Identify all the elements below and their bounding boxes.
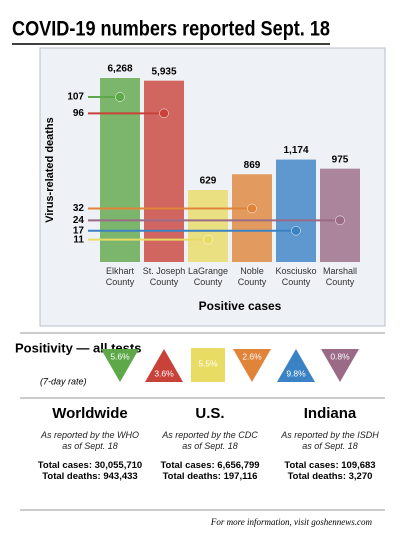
positivity-label: 9.8% (286, 368, 306, 378)
positivity-label: 5.6% (110, 351, 130, 361)
category-label: Kosciusko County (275, 266, 317, 287)
y-label: Virus-related deaths (44, 117, 56, 223)
positivity-label: 3.6% (154, 368, 174, 378)
death-dot (335, 215, 345, 226)
category-label: Elkhart County (105, 266, 135, 287)
bar (232, 174, 272, 262)
positivity-label: 0.8% (330, 351, 350, 361)
bar-value-label: 975 (332, 154, 349, 165)
bar (276, 159, 316, 262)
bar-value-label: 5,935 (151, 66, 176, 77)
region-note: As reported by the ISDH as of Sept. 18 (281, 430, 379, 451)
death-label: 107 (67, 92, 84, 103)
death-dot (247, 203, 257, 214)
positivity-subtitle: (7-day rate) (40, 376, 87, 386)
category-label: Noble County (237, 266, 267, 287)
region-cases: Total cases: 109,683 (284, 460, 376, 471)
death-dot (291, 225, 301, 236)
bar-value-label: 629 (200, 176, 217, 187)
bar (100, 78, 140, 262)
region-name: Worldwide (52, 405, 128, 422)
chart-title: COVID-19 numbers reported Sept. 18 (12, 18, 330, 41)
positivity-marker (101, 349, 139, 382)
positivity-label: 5.5% (198, 358, 218, 368)
region: Worldwide As reported by the WHO as of Se… (30, 405, 150, 482)
bar-value-label: 869 (244, 160, 261, 171)
positivity-marker (145, 349, 183, 382)
positivity-marker (233, 349, 271, 382)
death-label: 96 (73, 108, 85, 119)
region-note: As reported by the CDC as of Sept. 18 (162, 430, 258, 451)
region-cases: Total cases: 30,055,710 (37, 460, 143, 471)
region-deaths: Total deaths: 197,116 (162, 471, 258, 482)
positivity-label: 2.6% (242, 351, 262, 361)
region-deaths: Total deaths: 3,270 (287, 471, 373, 482)
region: Indiana As reported by the ISDH as of Sep… (270, 405, 390, 482)
region-deaths: Total deaths: 943,433 (42, 471, 138, 482)
positivity-marker (277, 349, 315, 382)
bar (188, 190, 228, 262)
region-name: Indiana (303, 405, 357, 422)
category-label: LaGrange County (187, 266, 229, 287)
death-dot (203, 234, 213, 245)
positivity-marker (321, 349, 359, 382)
death-label: 17 (73, 225, 85, 236)
region-cases: Total cases: 6,656,799 (160, 460, 260, 471)
death-label: 32 (73, 203, 85, 214)
positivity-marker (191, 348, 225, 382)
category-label: Marshall County (322, 266, 357, 287)
bar-value-label: 6,268 (107, 64, 132, 75)
bar-value-label: 1,174 (283, 145, 308, 156)
region-name: U.S. (195, 405, 225, 422)
death-label: 24 (73, 215, 85, 226)
death-label: 11 (73, 234, 84, 245)
death-dot (159, 108, 169, 119)
x-label: Positive cases (199, 299, 282, 313)
death-dot (115, 92, 125, 102)
category-label: St. Joseph County (142, 266, 186, 287)
footer: For more information, visit goshennews.c… (210, 517, 373, 527)
region: U.S. As reported by the CDC as of Sept. 1… (150, 405, 270, 482)
bar (320, 168, 360, 262)
bar (144, 80, 184, 263)
region-note: As reported by the WHO as of Sept. 18 (40, 430, 140, 451)
